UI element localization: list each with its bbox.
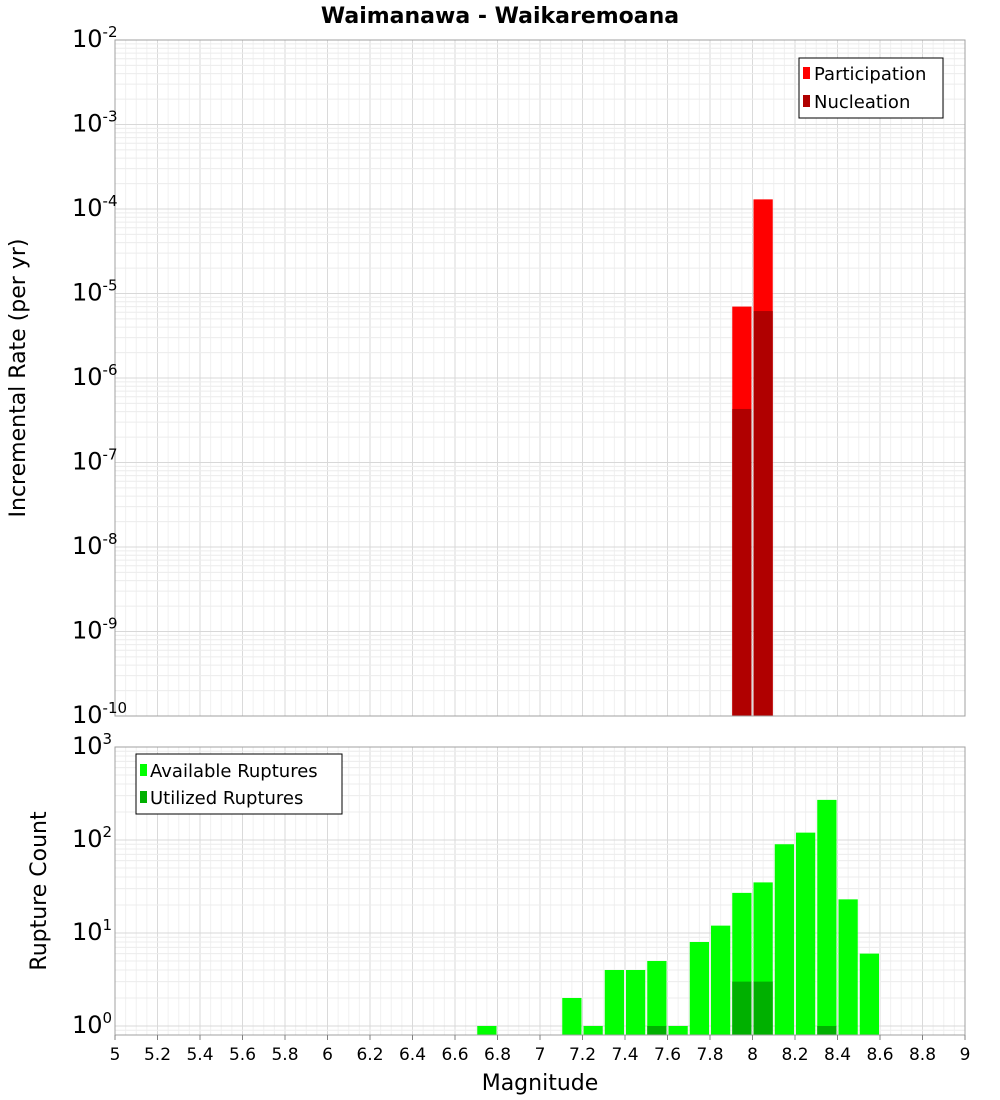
available-ruptures-bar-m7-15 xyxy=(562,997,582,1035)
rate-ytick-label: 10-10 xyxy=(72,699,127,729)
count-y-ticks: 100 101 102 103 xyxy=(72,730,112,1039)
available-ruptures-bar-m8-25 xyxy=(796,832,816,1035)
rate-ytick-label: 10-7 xyxy=(72,446,118,476)
utilized-ruptures-bar-m8-05 xyxy=(753,981,773,1035)
available-ruptures-bar-m7-55 xyxy=(647,960,667,1035)
rate-ytick-label: 10-8 xyxy=(72,530,118,560)
count-bars xyxy=(477,799,879,1035)
available-ruptures-bar-m8-15 xyxy=(774,844,794,1035)
rate-ytick-label: 10-2 xyxy=(72,23,118,53)
available-ruptures-bar-m8-55 xyxy=(859,953,879,1035)
rate-y-ticks: 10-10 10-9 10-8 10-7 10-6 10-5 10-4 10-3 10-2 xyxy=(72,23,127,729)
chart-title: Waimanawa - Waikaremoana xyxy=(321,4,679,29)
nucleation-bar-m8-05 xyxy=(753,311,773,716)
count-ytick-label: 100 xyxy=(72,1009,112,1039)
count-ytick-label: 102 xyxy=(72,823,112,853)
x-tick-label: 6.8 xyxy=(484,1045,511,1065)
available-ruptures-bar-m7-65 xyxy=(668,1025,688,1035)
utilized-ruptures-bar-m7-55 xyxy=(647,1025,667,1035)
nucleation-legend-label: Nucleation xyxy=(814,92,910,113)
x-tick-label: 7.2 xyxy=(569,1045,596,1065)
rupture-count-plot: 100 101 102 103 5 5.2 5.4 5.6 5.8 6 6.2 6.4 6.6 6.8 7… xyxy=(27,730,970,1096)
x-tick-label: 5.8 xyxy=(271,1045,298,1065)
available-ruptures-legend-label: Available Ruptures xyxy=(150,761,318,782)
x-tick-label: 6 xyxy=(322,1045,333,1065)
available-ruptures-bar-m7-45 xyxy=(626,969,646,1035)
rate-grid xyxy=(114,40,966,717)
x-tick-label: 6.2 xyxy=(356,1045,383,1065)
x-tick-label: 5.6 xyxy=(229,1045,256,1065)
x-tick-label: 7.6 xyxy=(654,1045,681,1065)
count-y-axis-label: Rupture Count xyxy=(27,811,52,971)
x-tick-label: 6.6 xyxy=(441,1045,468,1065)
nucleation-bar-m7-95 xyxy=(732,408,752,716)
x-tick-label: 9 xyxy=(960,1045,971,1065)
available-ruptures-legend-swatch xyxy=(140,764,147,776)
available-ruptures-bar-m8-45 xyxy=(838,899,858,1035)
available-ruptures-bar-m7-75 xyxy=(689,942,709,1035)
rate-y-axis-label: Incremental Rate (per yr) xyxy=(6,239,31,518)
rate-ytick-label: 10-5 xyxy=(72,277,118,307)
participation-legend-label: Participation xyxy=(814,64,926,85)
available-ruptures-bar-m6-75 xyxy=(477,1025,497,1035)
x-tick-label: 7 xyxy=(535,1045,546,1065)
count-ytick-label: 103 xyxy=(72,730,112,760)
rate-bars xyxy=(732,199,773,717)
rate-legend: Participation Nucleation xyxy=(798,57,944,119)
count-legend-box xyxy=(135,753,343,815)
x-tick-label: 8 xyxy=(747,1045,758,1065)
x-tick-label: 5.2 xyxy=(144,1045,171,1065)
x-axis-label: Magnitude xyxy=(482,1071,599,1096)
rate-ytick-label: 10-9 xyxy=(72,615,118,645)
available-ruptures-bar-m7-85 xyxy=(711,925,731,1035)
utilized-ruptures-legend-label: Utilized Ruptures xyxy=(150,788,303,809)
available-ruptures-bar-m7-35 xyxy=(604,969,624,1035)
utilized-ruptures-bar-m8-35 xyxy=(817,1025,837,1035)
utilized-ruptures-legend-swatch xyxy=(140,791,147,803)
x-tick-label: 8.2 xyxy=(781,1045,808,1065)
count-ytick-label: 101 xyxy=(72,916,112,946)
rate-plot: 10-10 10-9 10-8 10-7 10-6 10-5 10-4 10-3 10-2 In… xyxy=(6,23,966,729)
x-tick-label: 8.6 xyxy=(866,1045,893,1065)
rate-ytick-label: 10-3 xyxy=(72,108,118,138)
x-tick-label: 8.8 xyxy=(909,1045,936,1065)
available-ruptures-bar-m7-25 xyxy=(583,1025,603,1035)
x-tick-label: 5.4 xyxy=(186,1045,213,1065)
rate-legend-box xyxy=(798,57,944,119)
rate-ytick-label: 10-6 xyxy=(72,361,118,391)
x-tick-label: 7.8 xyxy=(696,1045,723,1065)
nucleation-legend-swatch xyxy=(803,95,810,107)
count-legend: Available Ruptures Utilized Ruptures xyxy=(135,753,343,815)
x-tick-label: 8.4 xyxy=(824,1045,851,1065)
x-tick-label: 7.4 xyxy=(611,1045,638,1065)
available-ruptures-bar-m8-35 xyxy=(817,799,837,1035)
magnitude-x-ticks: 5 5.2 5.4 5.6 5.8 6 6.2 6.4 6.6 6.8 7 7.2 7.4 7.6 7.8 8… xyxy=(110,1035,971,1065)
participation-legend-swatch xyxy=(803,67,810,79)
x-tick-label: 5 xyxy=(110,1045,121,1065)
rate-plot-frame xyxy=(114,39,966,717)
rate-ytick-label: 10-4 xyxy=(72,192,118,222)
x-tick-label: 6.4 xyxy=(399,1045,426,1065)
utilized-ruptures-bar-m7-95 xyxy=(732,981,752,1035)
